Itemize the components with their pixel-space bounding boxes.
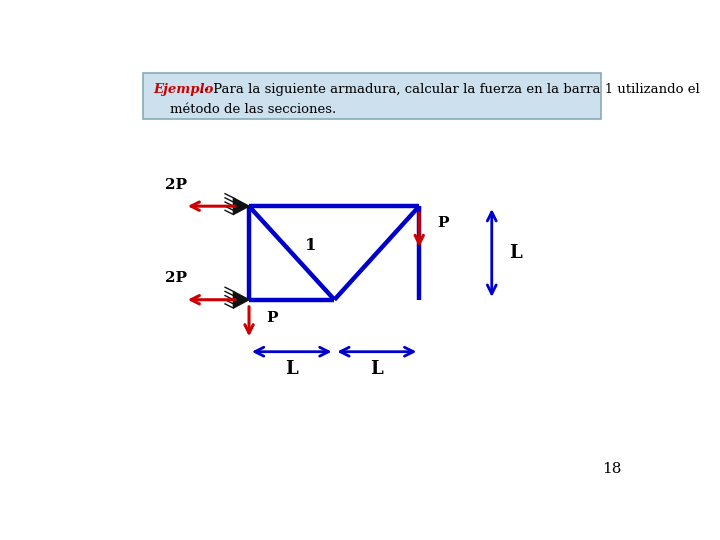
Text: 2P: 2P: [166, 271, 187, 285]
Text: P: P: [266, 312, 278, 326]
Text: 2P: 2P: [166, 178, 187, 192]
Text: 1: 1: [305, 237, 317, 254]
Text: método de las secciones.: método de las secciones.: [153, 103, 336, 116]
Text: P: P: [437, 216, 449, 230]
Text: L: L: [509, 244, 521, 262]
Text: L: L: [370, 360, 383, 378]
Text: L: L: [285, 360, 298, 378]
Text: 18: 18: [602, 462, 621, 476]
Polygon shape: [233, 292, 249, 308]
Polygon shape: [233, 198, 249, 214]
Text: Ejemplo: Ejemplo: [153, 83, 213, 96]
FancyBboxPatch shape: [143, 73, 600, 119]
Text: .- Para la siguiente armadura, calcular la fuerza en la barra 1 utilizando el: .- Para la siguiente armadura, calcular …: [200, 83, 700, 96]
